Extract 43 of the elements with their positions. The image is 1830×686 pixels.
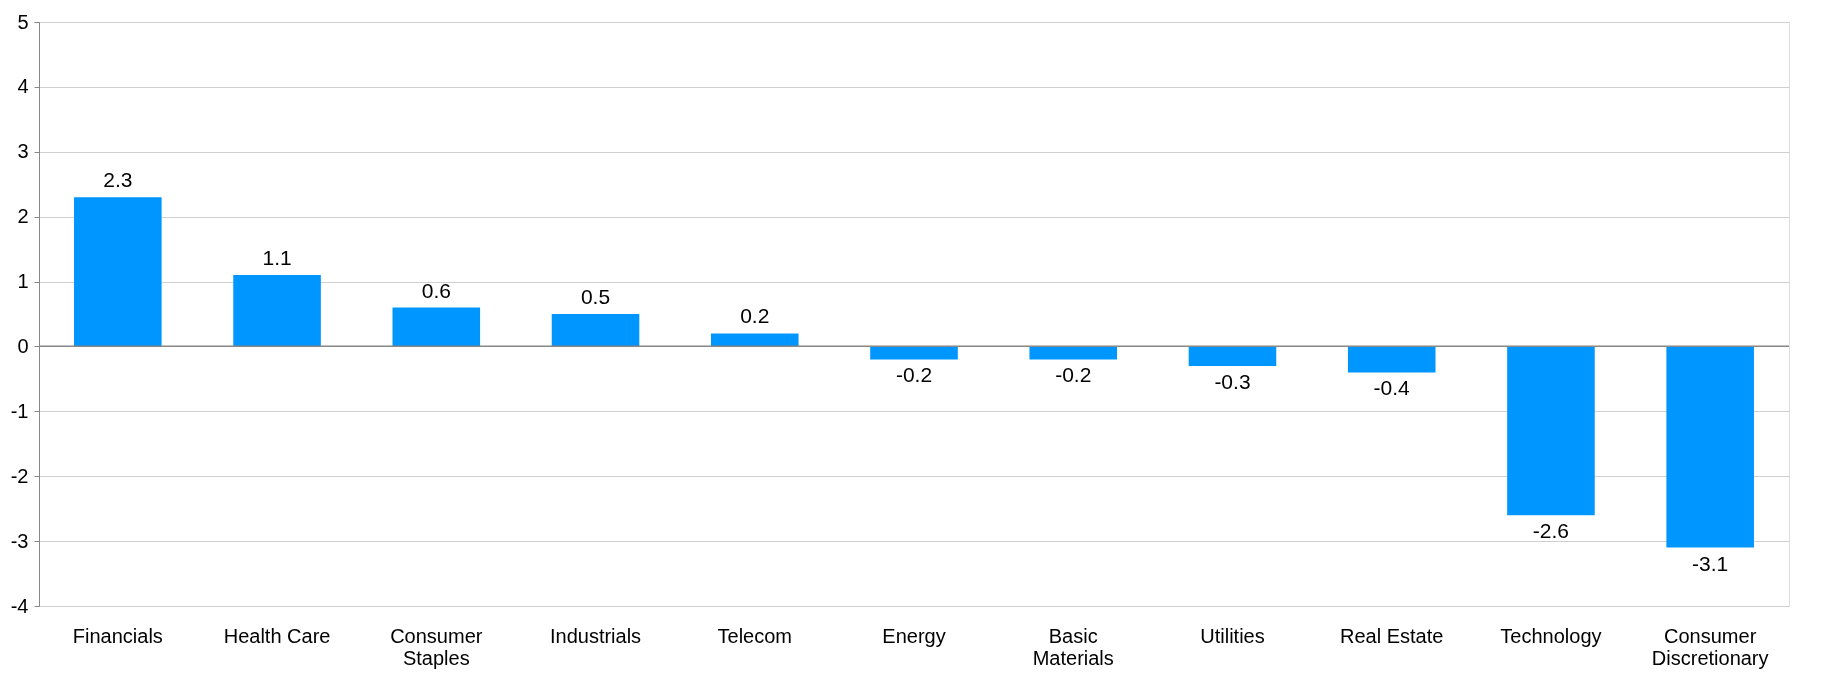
data-label: 0.6: [421, 278, 451, 302]
x-tick-label: Financials: [72, 624, 163, 647]
bar: [1347, 346, 1436, 373]
x-tick-label: Real Estate: [1340, 624, 1444, 647]
y-tick-label: -2: [10, 464, 29, 487]
x-tick-label: Industrials: [549, 624, 642, 647]
x-tick-label: Basic Materials: [1032, 624, 1114, 669]
bar: [1507, 346, 1595, 516]
data-label: -0.3: [1214, 369, 1251, 393]
bar: [1029, 346, 1118, 360]
x-tick-label: Consumer Staples: [390, 624, 483, 669]
data-label: 0.5: [580, 285, 611, 308]
y-tick-label: -1: [10, 399, 29, 422]
data-label: -3.1: [1692, 551, 1729, 575]
bar: [233, 275, 321, 347]
bar: [1666, 346, 1754, 548]
data-label: -0.4: [1373, 376, 1411, 400]
data-label: -0.2: [895, 363, 933, 387]
y-tick-label: 0: [17, 334, 29, 357]
x-tick-label: Consumer Discretionary: [1651, 624, 1769, 669]
data-label: -0.2: [1055, 363, 1092, 387]
y-tick-label: -4: [10, 594, 29, 617]
y-tick-label: 5: [17, 10, 29, 33]
x-tick-label: Health Care: [223, 624, 331, 647]
y-tick-label: 4: [17, 75, 29, 98]
x-tick-label: Energy: [882, 624, 946, 647]
data-label: -2.6: [1532, 519, 1570, 543]
y-tick-label: -3: [10, 529, 29, 552]
bar: [870, 346, 958, 360]
y-tick-label: 1: [17, 270, 29, 293]
bar: [1188, 346, 1277, 366]
x-tick-label: Telecom: [717, 624, 793, 647]
bar: [392, 307, 481, 347]
bar: [74, 197, 162, 347]
x-tick-label: Utilities: [1200, 624, 1265, 647]
bar: [551, 314, 640, 347]
data-label: 0.2: [740, 304, 770, 328]
y-tick-label: 2: [17, 205, 29, 228]
bar: [710, 333, 799, 347]
x-tick-label: Technology: [1500, 624, 1602, 647]
y-tick-label: 3: [17, 140, 29, 163]
data-label: 2.3: [103, 168, 133, 192]
data-label: 1.1: [262, 246, 292, 270]
